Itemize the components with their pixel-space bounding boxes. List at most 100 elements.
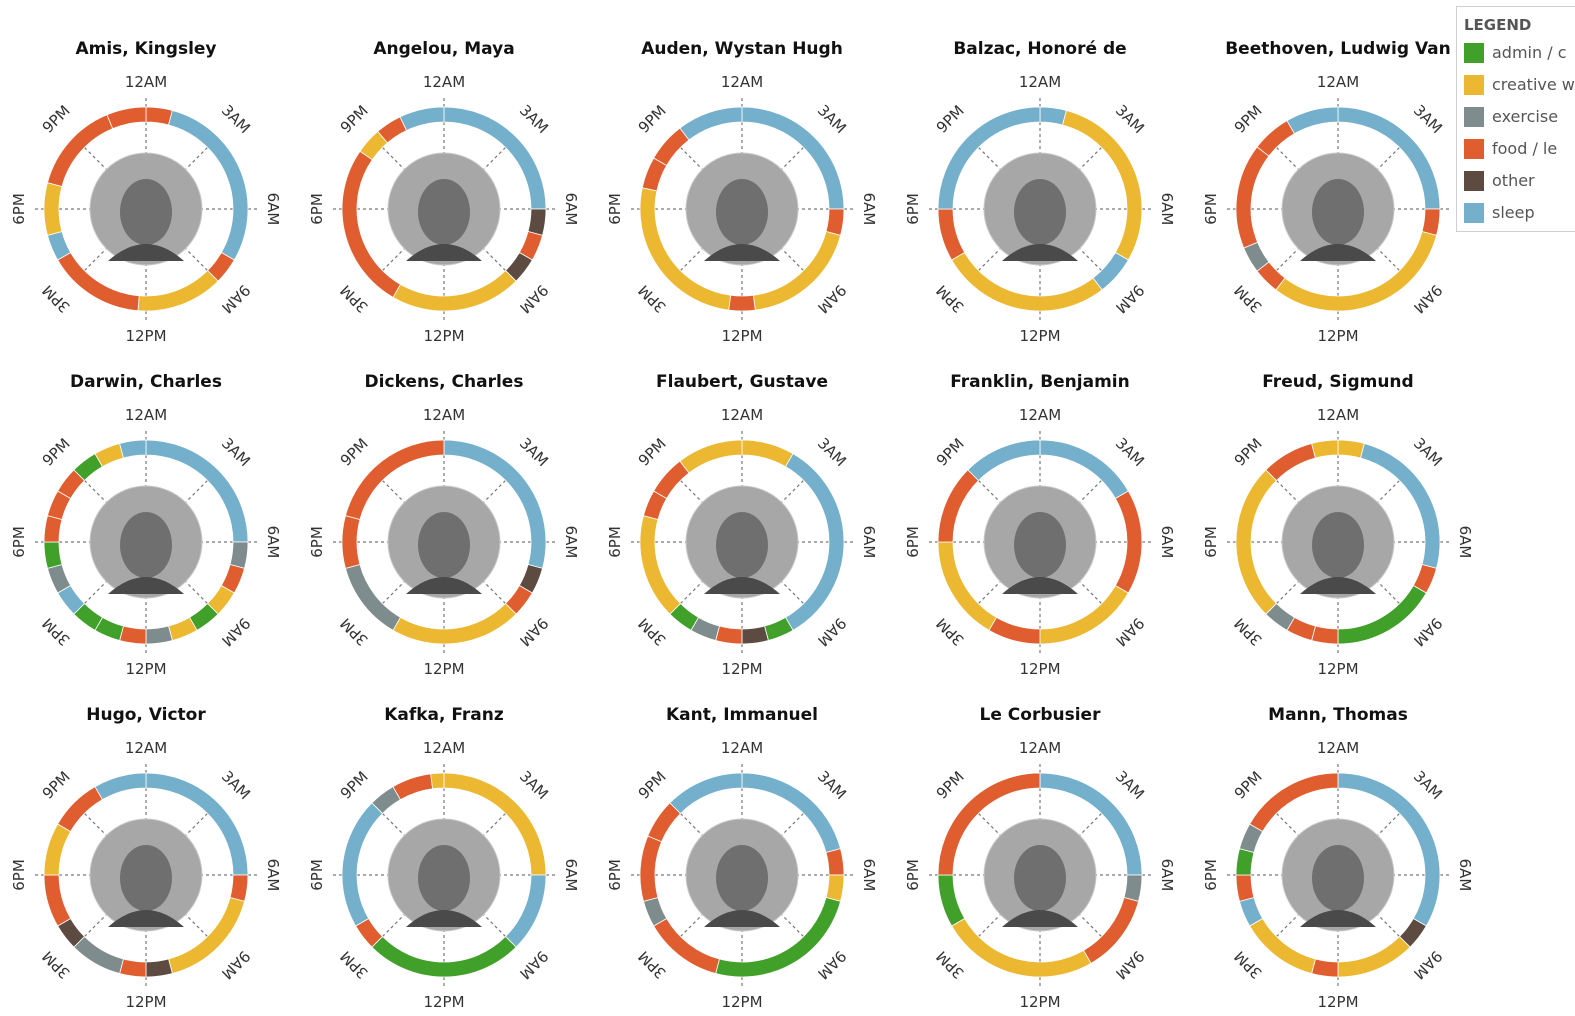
- portrait-face: [120, 179, 172, 245]
- chart-title: Mann, Thomas: [1268, 705, 1408, 725]
- time-label: 9PM: [933, 435, 968, 470]
- time-label: 3PM: [39, 614, 74, 649]
- segment-creative: [1337, 439, 1365, 459]
- time-label: 3AM: [516, 434, 552, 470]
- time-label: 9PM: [39, 102, 74, 137]
- segment-creative: [639, 515, 682, 615]
- segment-sleep: [504, 874, 547, 948]
- time-label: 12PM: [721, 327, 762, 345]
- radial-chart: Beethoven, Ludwig Van12AM3AM6AM9AM12PM3P…: [1202, 39, 1474, 345]
- time-label: 9AM: [516, 614, 552, 650]
- time-label: 9AM: [218, 614, 254, 650]
- time-label: 6AM: [860, 526, 878, 559]
- radial-chart: Franklin, Benjamin 12AM 3AM 6AM 9AM 12PM 3PM 6P…: [904, 372, 1176, 678]
- portrait-shoulders: [1002, 910, 1078, 927]
- segment-admin: [1235, 848, 1255, 876]
- segment-food: [937, 469, 980, 543]
- segment-food: [1311, 958, 1339, 978]
- time-label: 9AM: [218, 281, 254, 317]
- chart-title: Kafka, Franz: [384, 705, 504, 725]
- time-label: 3AM: [1112, 767, 1148, 803]
- portrait-shoulders: [704, 244, 780, 261]
- segment-food: [1311, 625, 1339, 645]
- radial-chart: Auden, Wystan Hugh 12AM 3AM 6AM 9AM 12PM 3PM 6P…: [606, 39, 878, 345]
- time-label: 6AM: [562, 193, 580, 226]
- time-label: 9PM: [337, 768, 372, 803]
- segment-creative: [825, 874, 845, 902]
- portrait-face: [1312, 512, 1364, 578]
- radial-chart: Le Corbusier 12AM 3AM 6AM 9AM 12PM 3PM 6PM 9PM: [904, 705, 1176, 1011]
- portrait-shoulders: [1300, 910, 1376, 927]
- time-label: 12AM: [721, 739, 763, 757]
- segment-food: [43, 515, 63, 543]
- time-label: 3AM: [1112, 434, 1148, 470]
- time-label: 12PM: [1317, 327, 1358, 345]
- segment-creative: [43, 823, 72, 876]
- time-label: 12PM: [1019, 327, 1060, 345]
- time-label: 9PM: [635, 102, 670, 137]
- time-label: 12AM: [1317, 406, 1359, 424]
- segment-admin: [43, 541, 63, 569]
- segment-exercise: [229, 541, 249, 569]
- time-label: 3AM: [1410, 434, 1446, 470]
- portrait-shoulders: [108, 244, 184, 261]
- time-label: 12PM: [1317, 660, 1358, 678]
- segment-admin: [937, 874, 966, 927]
- segment-food: [1421, 208, 1441, 236]
- time-label: 12PM: [125, 993, 166, 1011]
- segment-food: [715, 625, 743, 645]
- radial-chart: Freud, Sigmund 12AM 3AM 6AM 9AM 12PM 3PM 6PM 9PM: [1202, 372, 1474, 678]
- time-label: 3PM: [635, 614, 670, 649]
- time-label: 6PM: [10, 526, 28, 558]
- time-label: 9PM: [933, 768, 968, 803]
- time-label: 12PM: [1019, 660, 1060, 678]
- chart-title: Le Corbusier: [980, 705, 1102, 725]
- time-label: 3PM: [1231, 281, 1266, 316]
- time-label: 12AM: [423, 739, 465, 757]
- segment-creative: [741, 439, 794, 468]
- portrait-face: [1014, 845, 1066, 911]
- legend-panel: LEGEND admin / c creative w exercise food /…: [1456, 6, 1575, 232]
- legend-swatch: [1464, 107, 1484, 127]
- segment-food: [1256, 120, 1296, 157]
- portrait-shoulders: [406, 244, 482, 261]
- segment-exercise: [1123, 874, 1143, 902]
- legend-swatch: [1464, 139, 1484, 159]
- time-label: 3AM: [1410, 767, 1446, 803]
- time-label: 12AM: [1317, 73, 1359, 91]
- segment-food: [988, 616, 1041, 645]
- time-label: 3AM: [218, 434, 254, 470]
- chart-title: Hugo, Victor: [86, 705, 206, 725]
- time-label: 3PM: [933, 281, 968, 316]
- segment-other: [527, 208, 547, 236]
- chart-title: Franklin, Benjamin: [950, 372, 1129, 392]
- chart-title: Flaubert, Gustave: [656, 372, 828, 392]
- segment-creative: [392, 269, 517, 312]
- time-label: 12PM: [125, 660, 166, 678]
- time-label: 9AM: [814, 614, 850, 650]
- time-label: 3AM: [1112, 101, 1148, 137]
- segment-food: [1265, 442, 1316, 482]
- time-label: 9AM: [218, 947, 254, 983]
- segment-food: [229, 874, 249, 902]
- time-label: 3AM: [1410, 101, 1446, 137]
- legend-label: food / le: [1492, 139, 1558, 158]
- segment-sleep: [967, 439, 1041, 482]
- chart-title: Kant, Immanuel: [666, 705, 818, 725]
- time-label: 12AM: [125, 73, 167, 91]
- time-label: 9AM: [1410, 947, 1446, 983]
- radial-chart: Dickens, Charles 12AM 3AM 6AM 9AM 12PM 3PM 6PM 9…: [308, 372, 580, 678]
- time-label: 9AM: [516, 947, 552, 983]
- portrait-shoulders: [704, 577, 780, 594]
- radial-chart: Angelou, Maya 12AM 3AM 6AM 9AM 12PM 3PM 6PM 9PM: [308, 39, 580, 345]
- time-label: 12PM: [721, 660, 762, 678]
- time-label: 3PM: [933, 947, 968, 982]
- time-label: 9AM: [814, 281, 850, 317]
- time-label: 9AM: [516, 281, 552, 317]
- portrait-shoulders: [1300, 577, 1376, 594]
- time-label: 12PM: [423, 327, 464, 345]
- legend-label: sleep: [1492, 203, 1535, 222]
- time-label: 3AM: [814, 434, 850, 470]
- legend-swatch: [1464, 75, 1484, 95]
